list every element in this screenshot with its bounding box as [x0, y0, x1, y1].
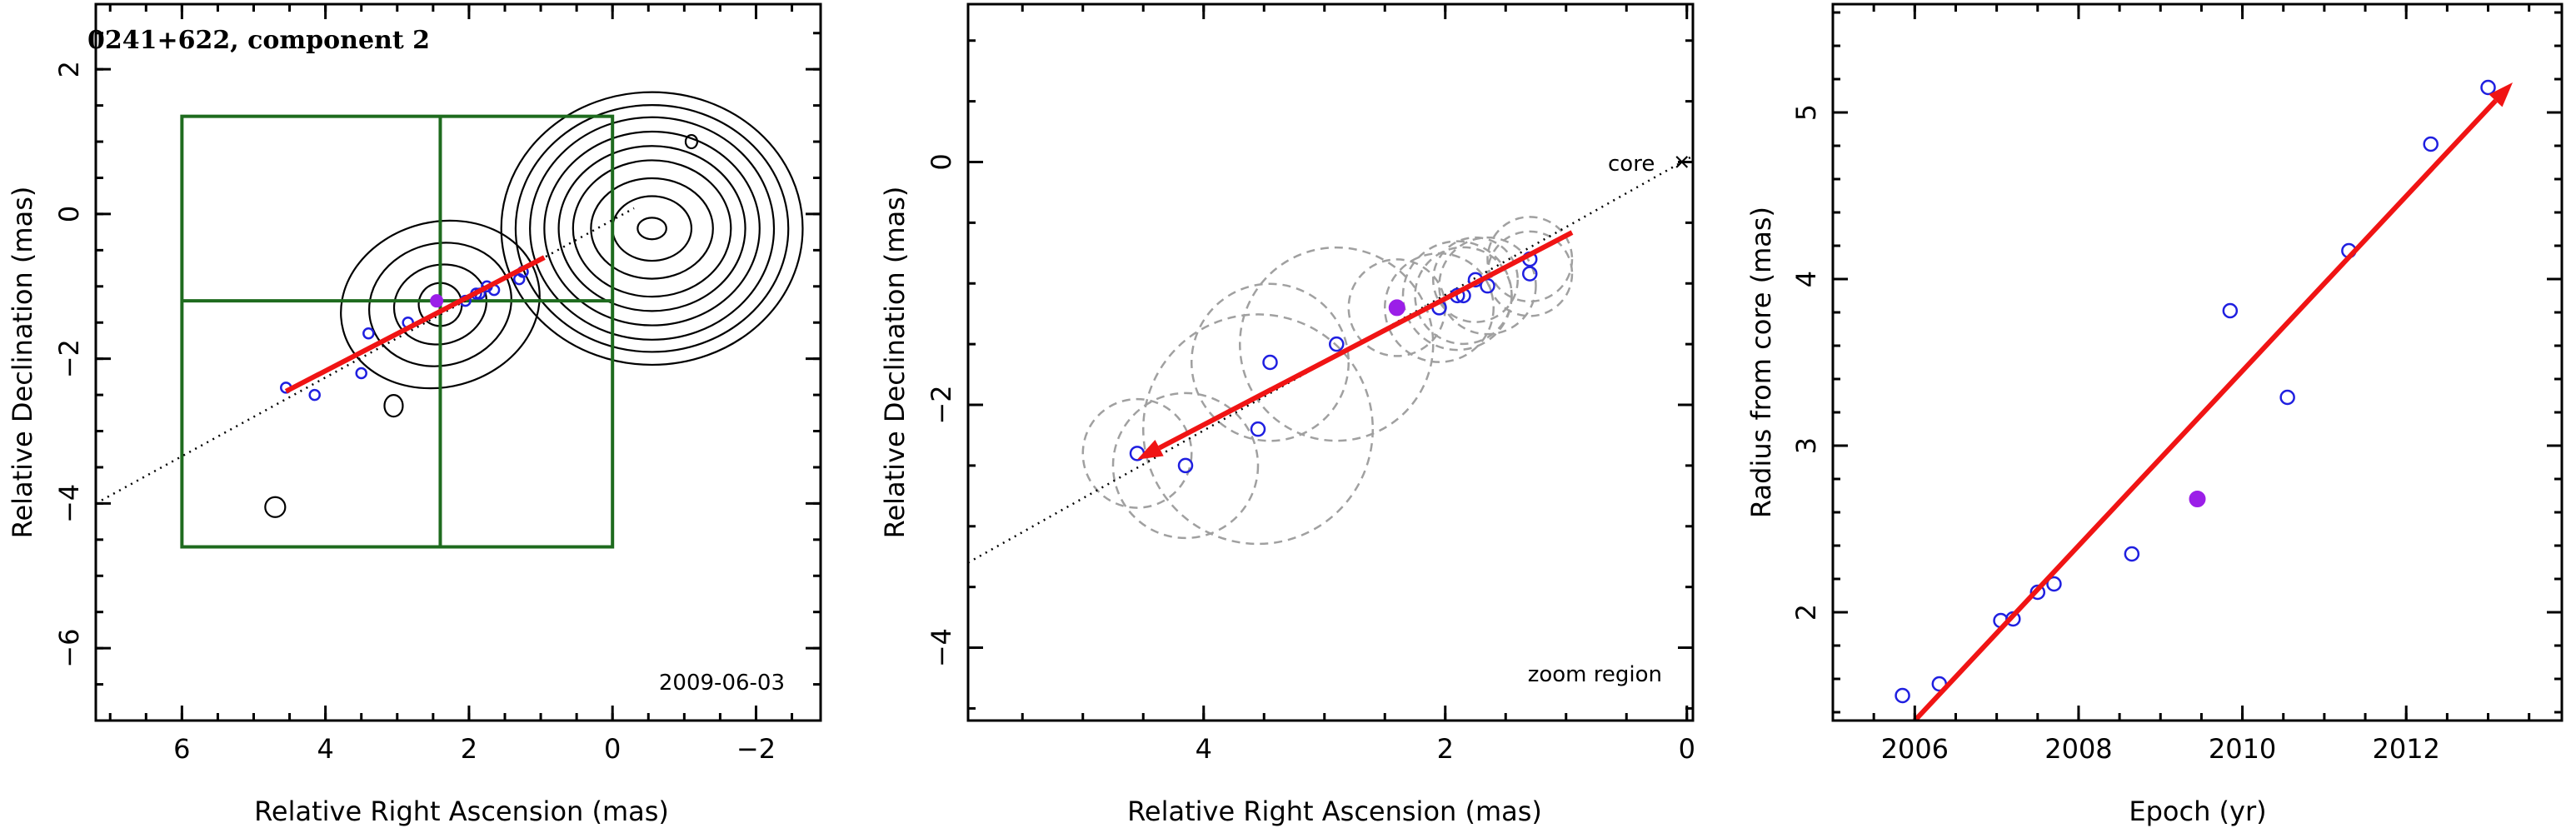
- contour-level: [543, 130, 761, 327]
- uncertainty-circle: [1438, 236, 1537, 336]
- contour-level: [368, 242, 512, 367]
- panel-zoom: core zoom region Relative Right Ascensio…: [879, 2, 1695, 827]
- uncertainty-circle: [1191, 282, 1350, 442]
- x-tick-label: 4: [1196, 733, 1212, 765]
- y-tick-label: 0: [926, 153, 957, 170]
- y-tick-label: −4: [926, 628, 957, 667]
- plot-frame: [94, 2, 822, 722]
- date-label: 2009-06-03: [659, 671, 785, 696]
- y-tick-label: 2: [1790, 604, 1822, 621]
- data-point: [362, 327, 375, 340]
- data-point: [2423, 136, 2439, 152]
- uncertainty-circle: [1239, 246, 1435, 442]
- arrow-head: [2489, 82, 2514, 107]
- data-point: [1329, 336, 1345, 352]
- contour-blob: [684, 133, 699, 150]
- x-tick-label: 6: [173, 733, 190, 765]
- plot-frame: [1831, 2, 2564, 722]
- x-tick-label: 2006: [1881, 733, 1949, 765]
- plot-area: [96, 91, 804, 549]
- y-axis-label: Radius from core (mas): [1745, 207, 1777, 518]
- contour-blob: [383, 394, 404, 418]
- data-point-filled: [2189, 491, 2206, 507]
- x-tick-label: −2: [736, 733, 776, 765]
- panel-radius-epoch: Epoch (yr) Radius from core (mas) 2006 20…: [1745, 2, 2564, 827]
- contour-level: [340, 219, 541, 390]
- data-point: [2029, 584, 2046, 601]
- contour-blob: [264, 496, 287, 518]
- zoom-region-label: zoom region: [1528, 662, 1662, 687]
- uncertainty-circle: [1081, 397, 1193, 509]
- x-axis-label: Relative Right Ascension (mas): [1127, 796, 1542, 827]
- x-axis-label: Epoch (yr): [2129, 796, 2266, 827]
- x-axis-label: Relative Right Ascension (mas): [254, 796, 669, 827]
- trend-line: [96, 207, 635, 505]
- contour-level: [500, 91, 804, 367]
- uncertainty-circle: [1142, 313, 1374, 546]
- data-point: [2222, 302, 2239, 319]
- data-point: [1250, 421, 1266, 437]
- x-tick-label: 0: [604, 733, 621, 765]
- data-point: [2046, 576, 2062, 592]
- y-tick-label: −6: [53, 629, 85, 668]
- y-tick-label: 4: [1790, 271, 1822, 287]
- contour-level: [590, 177, 714, 280]
- data-point: [308, 388, 321, 402]
- x-tick-label: 2: [1437, 733, 1454, 765]
- x-tick-label: 2010: [2209, 733, 2276, 765]
- uncertainty-circle: [1432, 236, 1519, 323]
- contour-level: [572, 159, 732, 298]
- y-tick-label: −2: [53, 339, 85, 378]
- data-point: [1177, 457, 1194, 474]
- data-point: [1522, 266, 1538, 282]
- core-label: core: [1608, 152, 1655, 177]
- uncertainty-circle: [1111, 392, 1260, 540]
- y-tick-label: 5: [1790, 104, 1822, 121]
- panel-contour-map: 0241+622, component 2 2009-06-03 Relativ…: [7, 2, 822, 827]
- contour-level: [514, 104, 790, 353]
- x-tick-label: 2012: [2372, 733, 2439, 765]
- y-tick-label: −4: [53, 484, 85, 523]
- plot-area: ×: [968, 149, 1693, 564]
- motion-arrow: [1913, 98, 2498, 721]
- y-tick-label: −2: [926, 385, 957, 424]
- plot-area: [1895, 79, 2514, 721]
- y-axis-label: Relative Declination (mas): [7, 187, 38, 539]
- plot-frame: [966, 2, 1695, 722]
- contour-level: [557, 145, 746, 312]
- data-point: [1262, 354, 1278, 371]
- x-tick-label: 4: [317, 733, 333, 765]
- panel-title: 0241+622, component 2: [87, 26, 430, 55]
- data-point: [2279, 389, 2295, 406]
- arrow-head: [1137, 439, 1164, 460]
- y-tick-label: 3: [1790, 437, 1822, 454]
- x-tick-label: 0: [1679, 733, 1695, 765]
- x-tick-label: 2: [461, 733, 477, 765]
- data-point: [2124, 546, 2140, 562]
- data-point: [2480, 79, 2496, 96]
- data-point: [355, 367, 367, 380]
- data-point-filled: [430, 294, 444, 308]
- uncertainty-circle: [1414, 246, 1513, 346]
- motion-arrow: [284, 255, 546, 394]
- y-tick-label: 0: [53, 206, 85, 222]
- uncertainty-circle: [1486, 216, 1574, 303]
- uncertainty-circle: [1486, 230, 1574, 317]
- y-tick-label: 2: [53, 61, 85, 77]
- data-point-filled: [1388, 299, 1405, 317]
- contour-level: [637, 217, 667, 241]
- x-tick-label: 2008: [2044, 733, 2112, 765]
- y-axis-label: Relative Declination (mas): [879, 187, 911, 539]
- data-point: [1895, 687, 1910, 704]
- zoom-box: [180, 114, 615, 549]
- contour-level: [529, 116, 776, 341]
- motion-arrow: [1158, 230, 1574, 451]
- contour-level: [612, 195, 693, 262]
